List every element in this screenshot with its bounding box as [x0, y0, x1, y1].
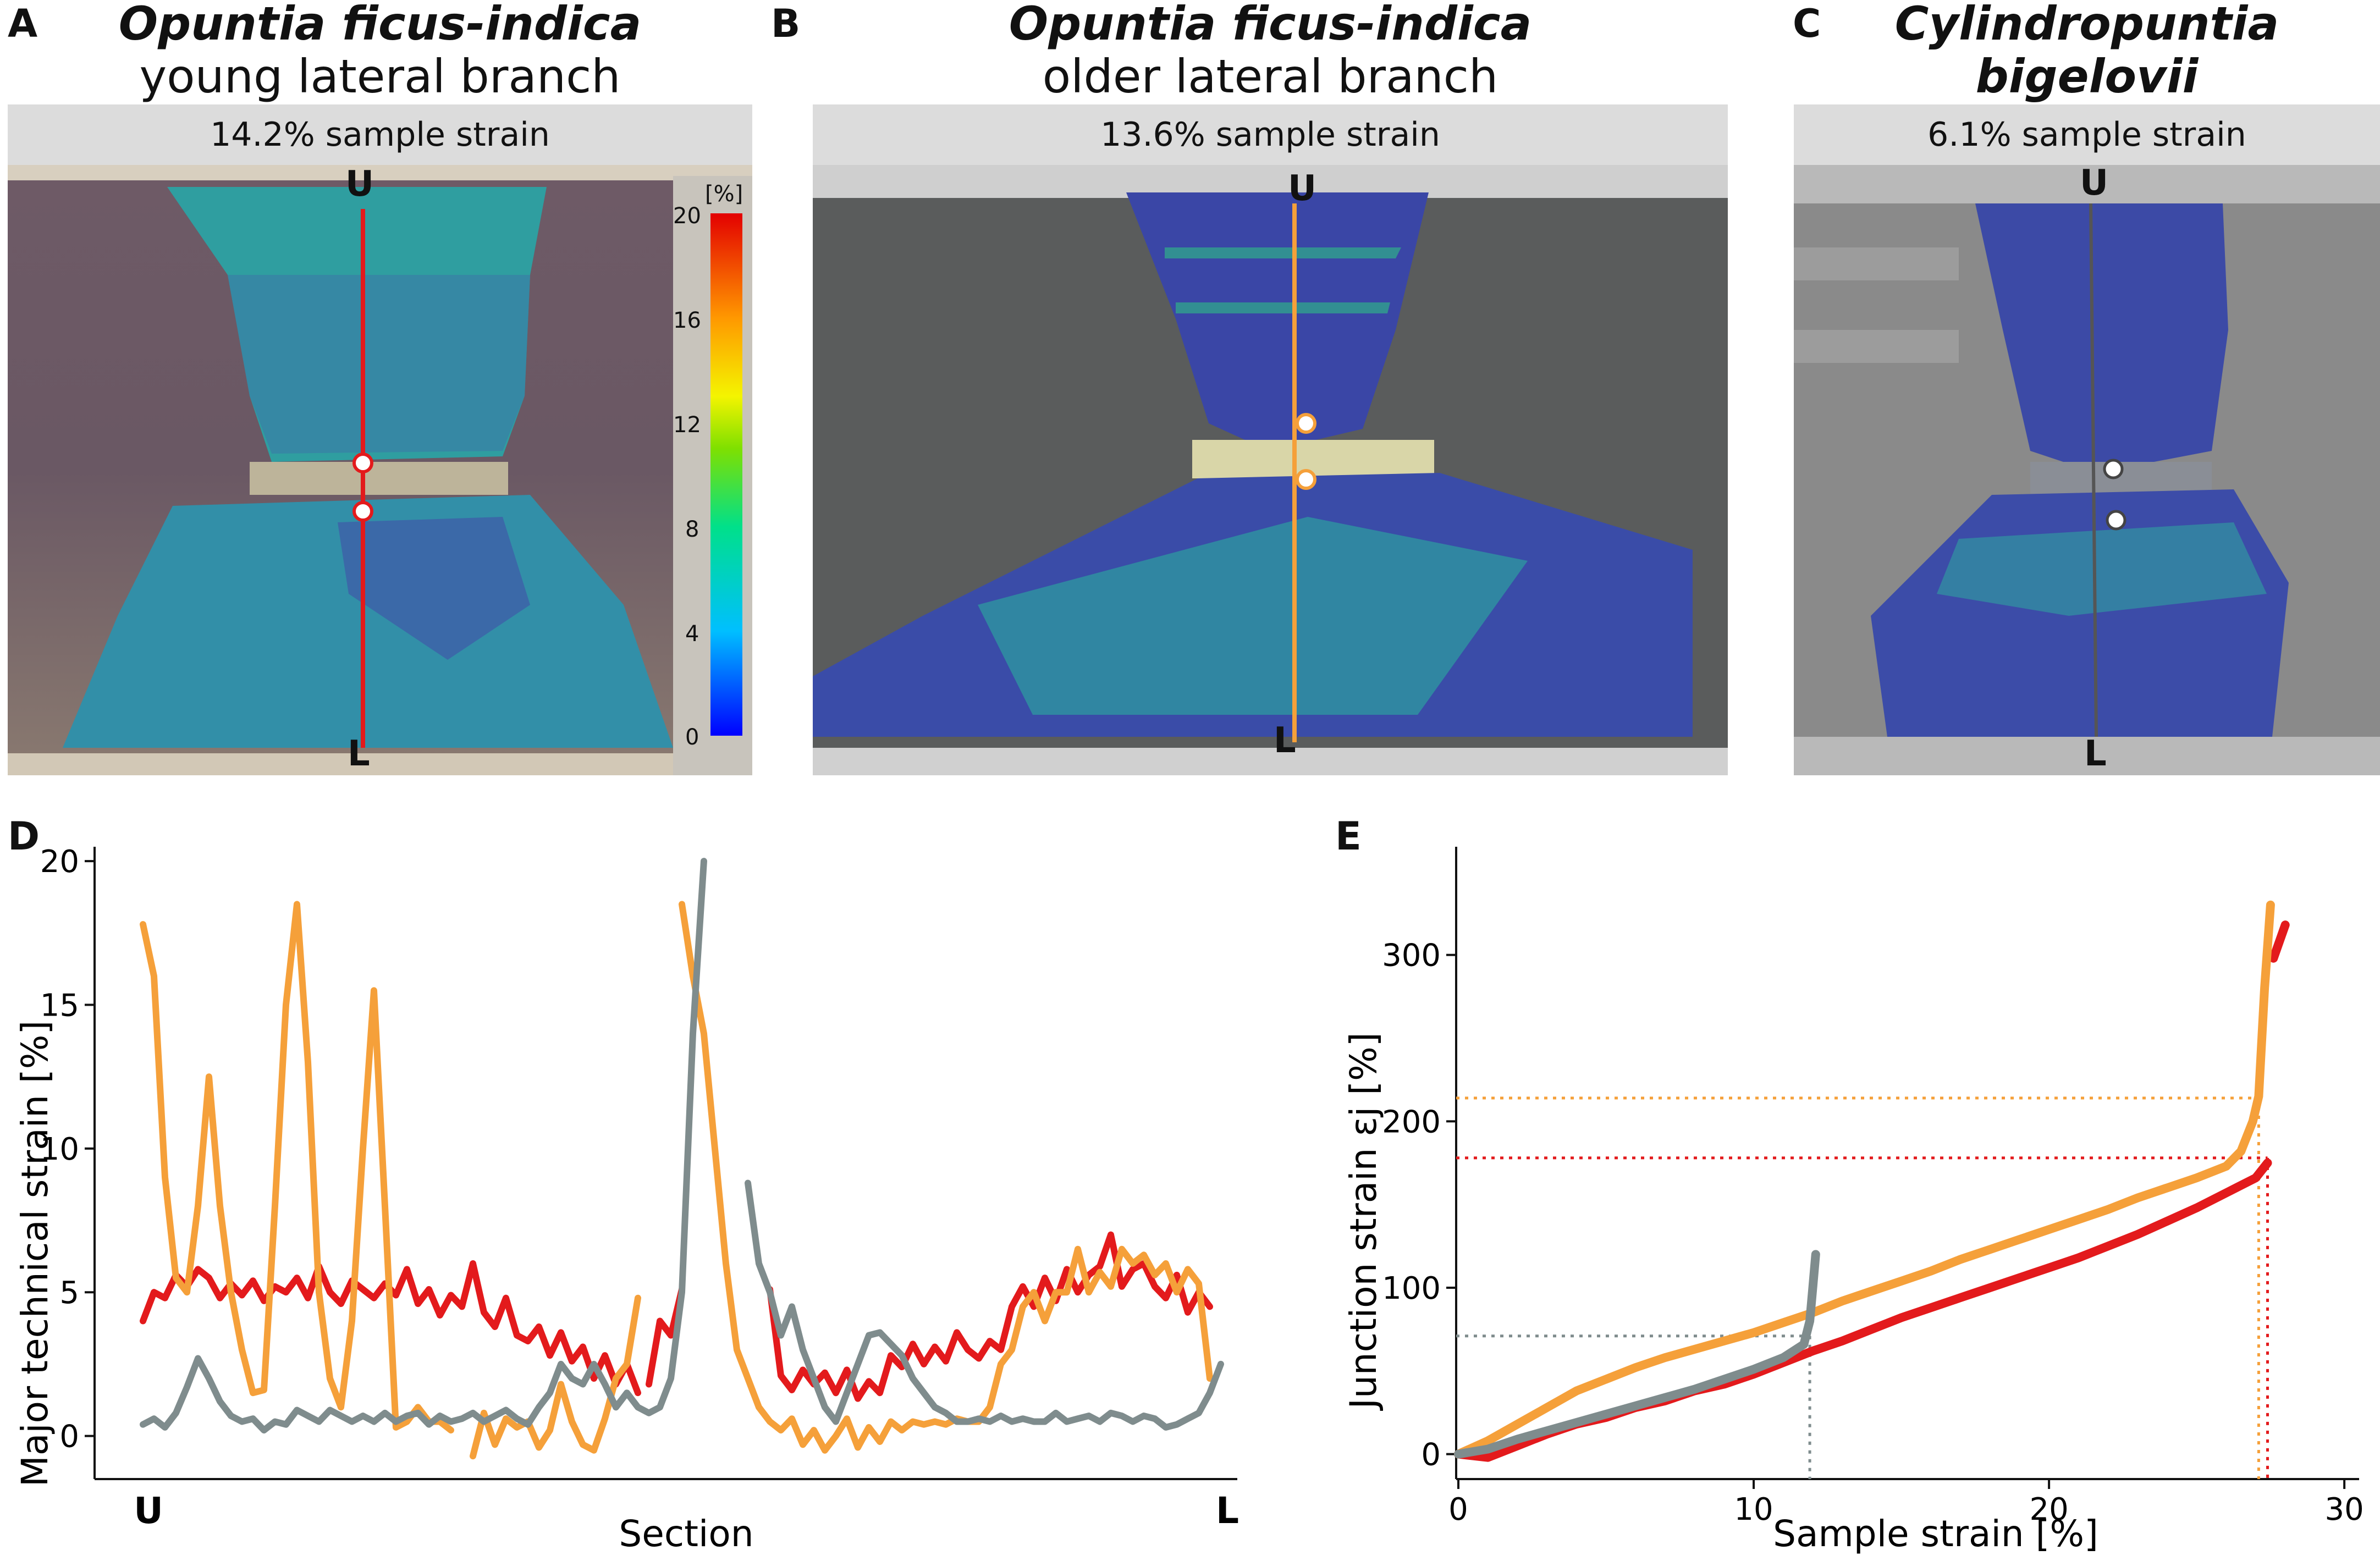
panel-c-species-line1: Cylindropuntia — [1894, 0, 2279, 51]
chart-d-series-line — [140, 901, 454, 1434]
panel-a-photo — [8, 165, 752, 775]
chart-e-series-line — [1454, 900, 2275, 1459]
panel-c-upper-label: U — [2080, 163, 2108, 203]
chart-e-xtick-label: 10 — [1734, 1492, 1773, 1527]
chart-e-xtick-label: 30 — [2325, 1492, 2364, 1527]
chart-e-ytick-label: 300 — [1382, 938, 1441, 974]
panel-b-subtitle: older lateral branch — [1042, 49, 1498, 103]
chart-e-series-line — [1454, 1159, 2272, 1462]
colorbar-unit: [%] — [705, 181, 743, 207]
chart-d-xlabel: Section — [619, 1513, 753, 1555]
panel-a-species: Opuntia ficus-indica — [118, 0, 642, 51]
panel-c-lower-label: L — [2084, 733, 2107, 774]
panel-letter-b: B — [771, 1, 801, 46]
panel-b-upper-label: U — [1288, 168, 1316, 209]
panel-letter-a: A — [8, 1, 38, 46]
chart-e-ytick-label: 100 — [1382, 1271, 1441, 1306]
chart-e-ylabel: Junction strain εj [%] — [1342, 1032, 1385, 1411]
panel-a-subtitle: young lateral branch — [139, 49, 621, 103]
chart-d-series-line — [767, 1231, 1213, 1402]
panel-b-photo — [813, 165, 1728, 775]
panel-a-upper-label: U — [345, 164, 374, 205]
chart-e-series-post-break — [2269, 920, 2290, 963]
panel-c-photo — [1794, 165, 2380, 775]
chart-e-ytick-label: 200 — [1382, 1104, 1441, 1140]
colorbar-tick-8: 8 — [685, 517, 699, 542]
chart-d-ytick-label: 5 — [59, 1275, 79, 1311]
chart-e-series-line — [1454, 1250, 1820, 1459]
chart-d-ytick-label: 20 — [40, 844, 79, 880]
colorbar-tick-0: 0 — [685, 725, 699, 750]
chart-d: 0 5 10 15 20 Major technical strain [%] Sect… — [14, 844, 1239, 1555]
chart-d-series-line — [679, 901, 1213, 1454]
chart-d-ytick-label: 15 — [40, 988, 79, 1024]
chart-d-ylabel: Major technical strain [%] — [14, 1021, 56, 1487]
colorbar-tick-12: 12 — [673, 412, 701, 438]
chart-d-x-start-label: U — [134, 1490, 163, 1532]
panel-a-lower-label: L — [348, 733, 370, 774]
chart-e-ytick-label: 0 — [1421, 1437, 1441, 1473]
chart-e-xlabel: Sample strain [%] — [1773, 1513, 2098, 1555]
chart-e-xtick-label: 0 — [1448, 1492, 1468, 1527]
panel-letter-e: E — [1335, 814, 1362, 859]
colorbar-tick-4: 4 — [685, 621, 699, 647]
chart-d-ytick-label: 0 — [59, 1419, 79, 1455]
chart-d-ytick-label: 10 — [40, 1132, 79, 1167]
panel-c-species-line2: bigelovii — [1975, 49, 2199, 103]
panel-letter-c: C — [1793, 1, 1821, 46]
colorbar-tick-20: 20 — [673, 203, 701, 229]
panel-b-strain-label: 13.6% sample strain — [813, 104, 1728, 165]
chart-d-x-end-label: L — [1216, 1490, 1239, 1532]
panel-a-strain-label: 14.2% sample strain — [8, 104, 752, 165]
panel-b-lower-label: L — [1274, 720, 1296, 761]
panel-letter-d: D — [8, 814, 40, 859]
colorbar-tick-16: 16 — [673, 308, 701, 333]
panel-b-species: Opuntia ficus-indica — [1009, 0, 1532, 51]
chart-e: 0 100 200 300 0 10 20 30 Junction strain εj [%]… — [1342, 847, 2364, 1555]
panel-c-strain-label: 6.1% sample strain — [1794, 104, 2380, 165]
chart-d-series-line — [140, 858, 707, 1434]
chart-d-series-line — [745, 1179, 1224, 1431]
chart-e-xtick-label: 20 — [2029, 1492, 2068, 1527]
